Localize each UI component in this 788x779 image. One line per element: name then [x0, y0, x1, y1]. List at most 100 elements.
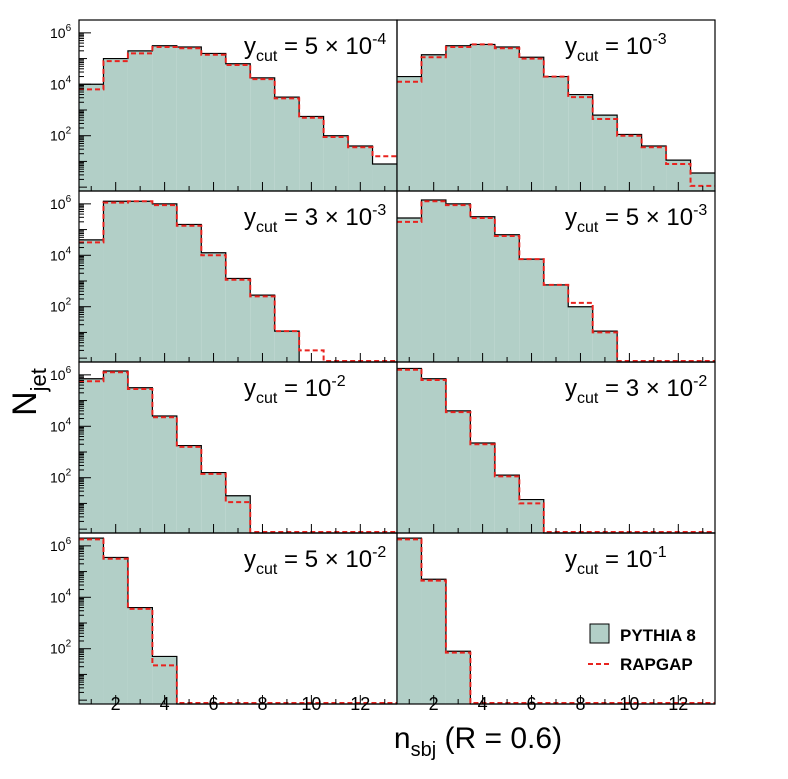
rapgap-line [397, 200, 715, 362]
y-tick-label: 102 [50, 639, 72, 657]
pythia-bar [397, 218, 422, 362]
panel-6: ycut = 3 × 10-2 [396, 361, 716, 534]
pythia-bar [397, 538, 422, 704]
pythia-bar [543, 76, 569, 191]
pythia-bar [470, 443, 495, 533]
pythia-bar [494, 234, 520, 362]
x-axis-title-suffix: (R = 0.6) [436, 722, 562, 755]
y-tick-label: 106 [50, 365, 72, 383]
pythia-bar [421, 200, 446, 362]
pythia-bar [568, 306, 593, 362]
panel-3: 102 104 106 ycut = 3 × 10-3 [50, 190, 398, 363]
rapgap-line [79, 371, 397, 533]
panel-label: ycut = 3 × 10-3 [244, 202, 386, 236]
pythia-bar [103, 371, 128, 533]
panel-2: ycut = 10-3 [396, 19, 716, 192]
x-axis-title: nsbj (R = 0.6) [394, 722, 562, 761]
panel-label: ycut = 10-3 [565, 31, 667, 65]
pythia-bar [445, 410, 471, 533]
pythia-bar [103, 201, 128, 362]
y-axis-title: Njet [6, 368, 51, 416]
rapgap-line [397, 538, 715, 704]
pythia-bar [641, 146, 667, 191]
rapgap-line [397, 368, 715, 533]
pythia-bar [445, 651, 471, 704]
pythia-bar [127, 387, 153, 533]
pythia-bar [519, 259, 544, 362]
pythia-bar [494, 475, 520, 533]
pythia-bar [470, 44, 495, 191]
x-tick-label: 8 [575, 694, 585, 714]
pythia-bar [152, 203, 177, 362]
x-tick-label: 12 [350, 694, 370, 714]
y-tick-label: 106 [50, 23, 72, 41]
pythia-bar [127, 607, 153, 704]
pythia-bar [152, 45, 177, 191]
pythia-bar [225, 63, 251, 191]
x-tick-label: 2 [111, 694, 121, 714]
pythia-bar [543, 284, 569, 362]
pythia-bar [323, 135, 349, 191]
panel-4: ycut = 5 × 10-3 [396, 190, 716, 363]
pythia-bar [176, 224, 202, 362]
pythia-bar [201, 53, 226, 191]
pythia-bar [201, 472, 226, 533]
x-tick-label: 2 [429, 694, 439, 714]
pythia-bar [421, 54, 446, 191]
pythia-bar [397, 76, 422, 191]
panel-label: ycut = 5 × 10-2 [244, 544, 386, 578]
y-tick-label: 102 [50, 468, 72, 486]
pythia-bar [421, 579, 446, 704]
y-tick-label: 102 [50, 297, 72, 315]
pythia-bar [445, 45, 471, 191]
pythia-bar [103, 557, 128, 704]
pythia-bar [445, 203, 471, 362]
rapgap-line [79, 46, 397, 158]
pythia-bar [592, 331, 618, 362]
panel-5: 102 104 106 ycut = 10-2 [50, 361, 398, 534]
y-tick-label: 106 [50, 194, 72, 212]
pythia-bar [127, 201, 153, 362]
pythia-bar [568, 94, 593, 191]
pythia-bar [519, 57, 544, 192]
x-tick-label: 8 [257, 694, 267, 714]
legend: PYTHIA 8 RAPGAP [588, 623, 696, 674]
x-tick-label: 4 [478, 694, 488, 714]
pythia-bar [421, 378, 446, 533]
x-axis-title-main: n [394, 722, 411, 755]
pythia-bar [470, 216, 495, 362]
panel-1: 102 104 106 ycut = 5 × 10-4 [50, 19, 398, 192]
legend-pythia-swatch [589, 623, 610, 644]
panel-label: ycut = 5 × 10-4 [244, 31, 386, 65]
pythia-bar [592, 115, 618, 191]
pythia-bar [152, 416, 177, 533]
panel-8: ycut = 10-1 [396, 532, 716, 705]
x-tick-label: 6 [527, 694, 537, 714]
rapgap-line [397, 43, 715, 187]
y-tick-label: 106 [50, 536, 72, 554]
pythia-bar [176, 47, 202, 191]
panel-label: ycut = 10-2 [244, 373, 346, 407]
y-tick-label: 104 [50, 587, 72, 605]
pythia-bar [494, 47, 520, 191]
pythia-bar [79, 239, 104, 362]
pythia-bar [176, 445, 202, 533]
pythia-bar [397, 368, 422, 533]
x-tick-label: 10 [619, 694, 639, 714]
panel-label: ycut = 5 × 10-3 [565, 202, 707, 236]
pythia-bar [127, 50, 153, 191]
panel-7: 102 104 106 ycut = 5 × 10-2 [50, 532, 398, 705]
pythia-bar [250, 295, 275, 362]
pythia-bar [299, 116, 324, 191]
x-tick-label: 10 [301, 694, 321, 714]
rapgap-line [79, 200, 397, 362]
y-tick-label: 102 [50, 126, 72, 144]
y-tick-label: 104 [50, 74, 72, 92]
pythia-bar [225, 278, 251, 362]
pythia-bar [274, 97, 300, 191]
panel-label: ycut = 3 × 10-2 [565, 373, 707, 407]
pythia-bar [201, 252, 226, 362]
x-axis-title-sub: sbj [411, 739, 437, 761]
pythia-bar [274, 331, 300, 362]
